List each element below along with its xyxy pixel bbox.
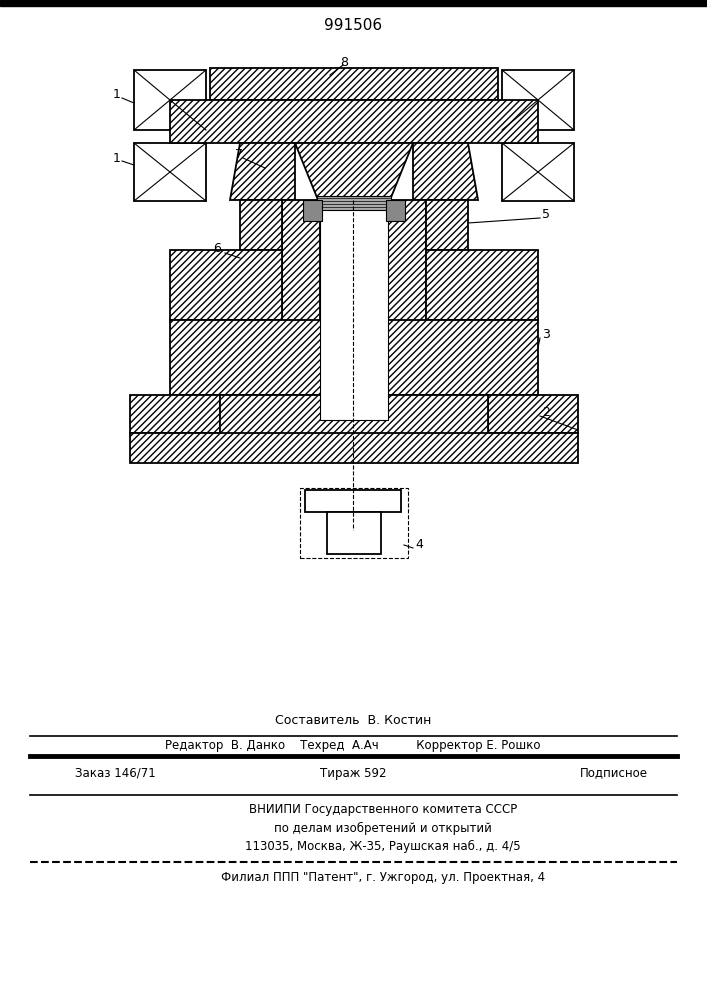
Text: 5: 5 bbox=[542, 209, 550, 222]
Text: 3: 3 bbox=[542, 328, 550, 342]
Bar bbox=[240, 200, 282, 250]
Text: Заказ 146/71: Заказ 146/71 bbox=[75, 766, 156, 780]
Bar bbox=[426, 250, 538, 320]
Text: 2: 2 bbox=[542, 406, 550, 420]
Bar bbox=[488, 395, 578, 433]
Bar bbox=[303, 200, 322, 221]
Text: 113035, Москва, Ж-35, Раушская наб., д. 4/5: 113035, Москва, Ж-35, Раушская наб., д. … bbox=[245, 839, 521, 853]
Text: 1: 1 bbox=[113, 151, 121, 164]
Bar bbox=[220, 395, 488, 450]
Bar bbox=[134, 70, 206, 130]
Bar bbox=[282, 200, 320, 435]
Text: ВНИИПИ Государственного комитета СССР: ВНИИПИ Государственного комитета СССР bbox=[249, 804, 517, 816]
Text: по делам изобретений и открытий: по делам изобретений и открытий bbox=[274, 821, 492, 835]
Polygon shape bbox=[413, 143, 478, 200]
Bar bbox=[320, 200, 388, 420]
Text: Подписное: Подписное bbox=[580, 766, 648, 780]
Polygon shape bbox=[295, 143, 413, 200]
Bar bbox=[426, 200, 468, 250]
Bar bbox=[0, 0, 707, 6]
Bar bbox=[130, 395, 220, 433]
Bar bbox=[502, 143, 574, 201]
Text: Филиал ППП "Патент", г. Ужгород, ул. Проектная, 4: Филиал ППП "Патент", г. Ужгород, ул. Про… bbox=[221, 871, 545, 884]
Polygon shape bbox=[230, 143, 295, 200]
Bar bbox=[305, 490, 401, 512]
Text: 7: 7 bbox=[235, 148, 243, 161]
Text: 4: 4 bbox=[415, 538, 423, 552]
Text: 8: 8 bbox=[340, 55, 348, 68]
Bar bbox=[170, 250, 282, 320]
Text: 991506: 991506 bbox=[324, 18, 382, 33]
Bar bbox=[170, 320, 538, 395]
Bar bbox=[388, 200, 426, 435]
Bar bbox=[130, 433, 578, 463]
Text: 1: 1 bbox=[113, 89, 121, 102]
Bar bbox=[386, 200, 405, 221]
Text: Редактор  В. Данко    Техред  А.Ач          Корректор Е. Рошко: Редактор В. Данко Техред А.Ач Корректор … bbox=[165, 738, 541, 752]
Text: Тираж 592: Тираж 592 bbox=[320, 766, 386, 780]
Bar bbox=[327, 512, 381, 554]
Bar bbox=[300, 488, 408, 558]
Bar bbox=[317, 196, 391, 210]
Bar bbox=[210, 68, 498, 100]
Bar bbox=[170, 100, 538, 143]
Text: 6: 6 bbox=[213, 241, 221, 254]
Bar bbox=[502, 70, 574, 130]
Bar bbox=[134, 143, 206, 201]
Text: Составитель  В. Костин: Составитель В. Костин bbox=[275, 714, 431, 726]
